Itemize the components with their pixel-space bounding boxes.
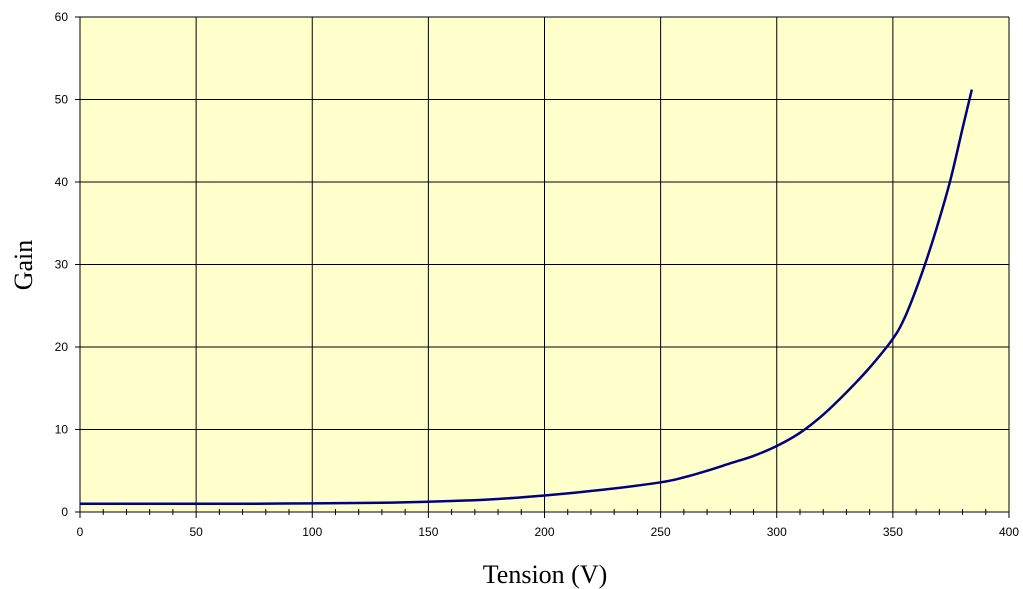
y-tick-label: 50 (55, 93, 69, 107)
x-tick-label: 200 (534, 525, 554, 539)
x-tick-label: 250 (651, 525, 671, 539)
x-tick-label: 100 (302, 525, 322, 539)
x-tick-label: 400 (999, 525, 1019, 539)
axes (79, 17, 1009, 513)
y-tick-label: 10 (55, 423, 69, 437)
x-tick-labels: 0 50 100 150 200 250 300 350 400 (77, 525, 1020, 539)
y-tick-label: 40 (55, 175, 69, 189)
y-tick-label: 60 (55, 10, 69, 24)
x-axis-title: Tension (V) (483, 560, 608, 589)
y-tick-label: 30 (55, 258, 69, 272)
y-axis-title: Gain (9, 240, 38, 291)
x-tick-label: 350 (883, 525, 903, 539)
x-tick-label: 0 (77, 525, 84, 539)
y-tick-labels: 0 10 20 30 40 50 60 (55, 10, 69, 519)
y-tick-label: 0 (61, 505, 68, 519)
x-tick-label: 300 (767, 525, 787, 539)
series-line (80, 89, 974, 506)
x-tick-label: 50 (189, 525, 203, 539)
x-tick-label: 150 (418, 525, 438, 539)
y-tick-label: 20 (55, 340, 69, 354)
